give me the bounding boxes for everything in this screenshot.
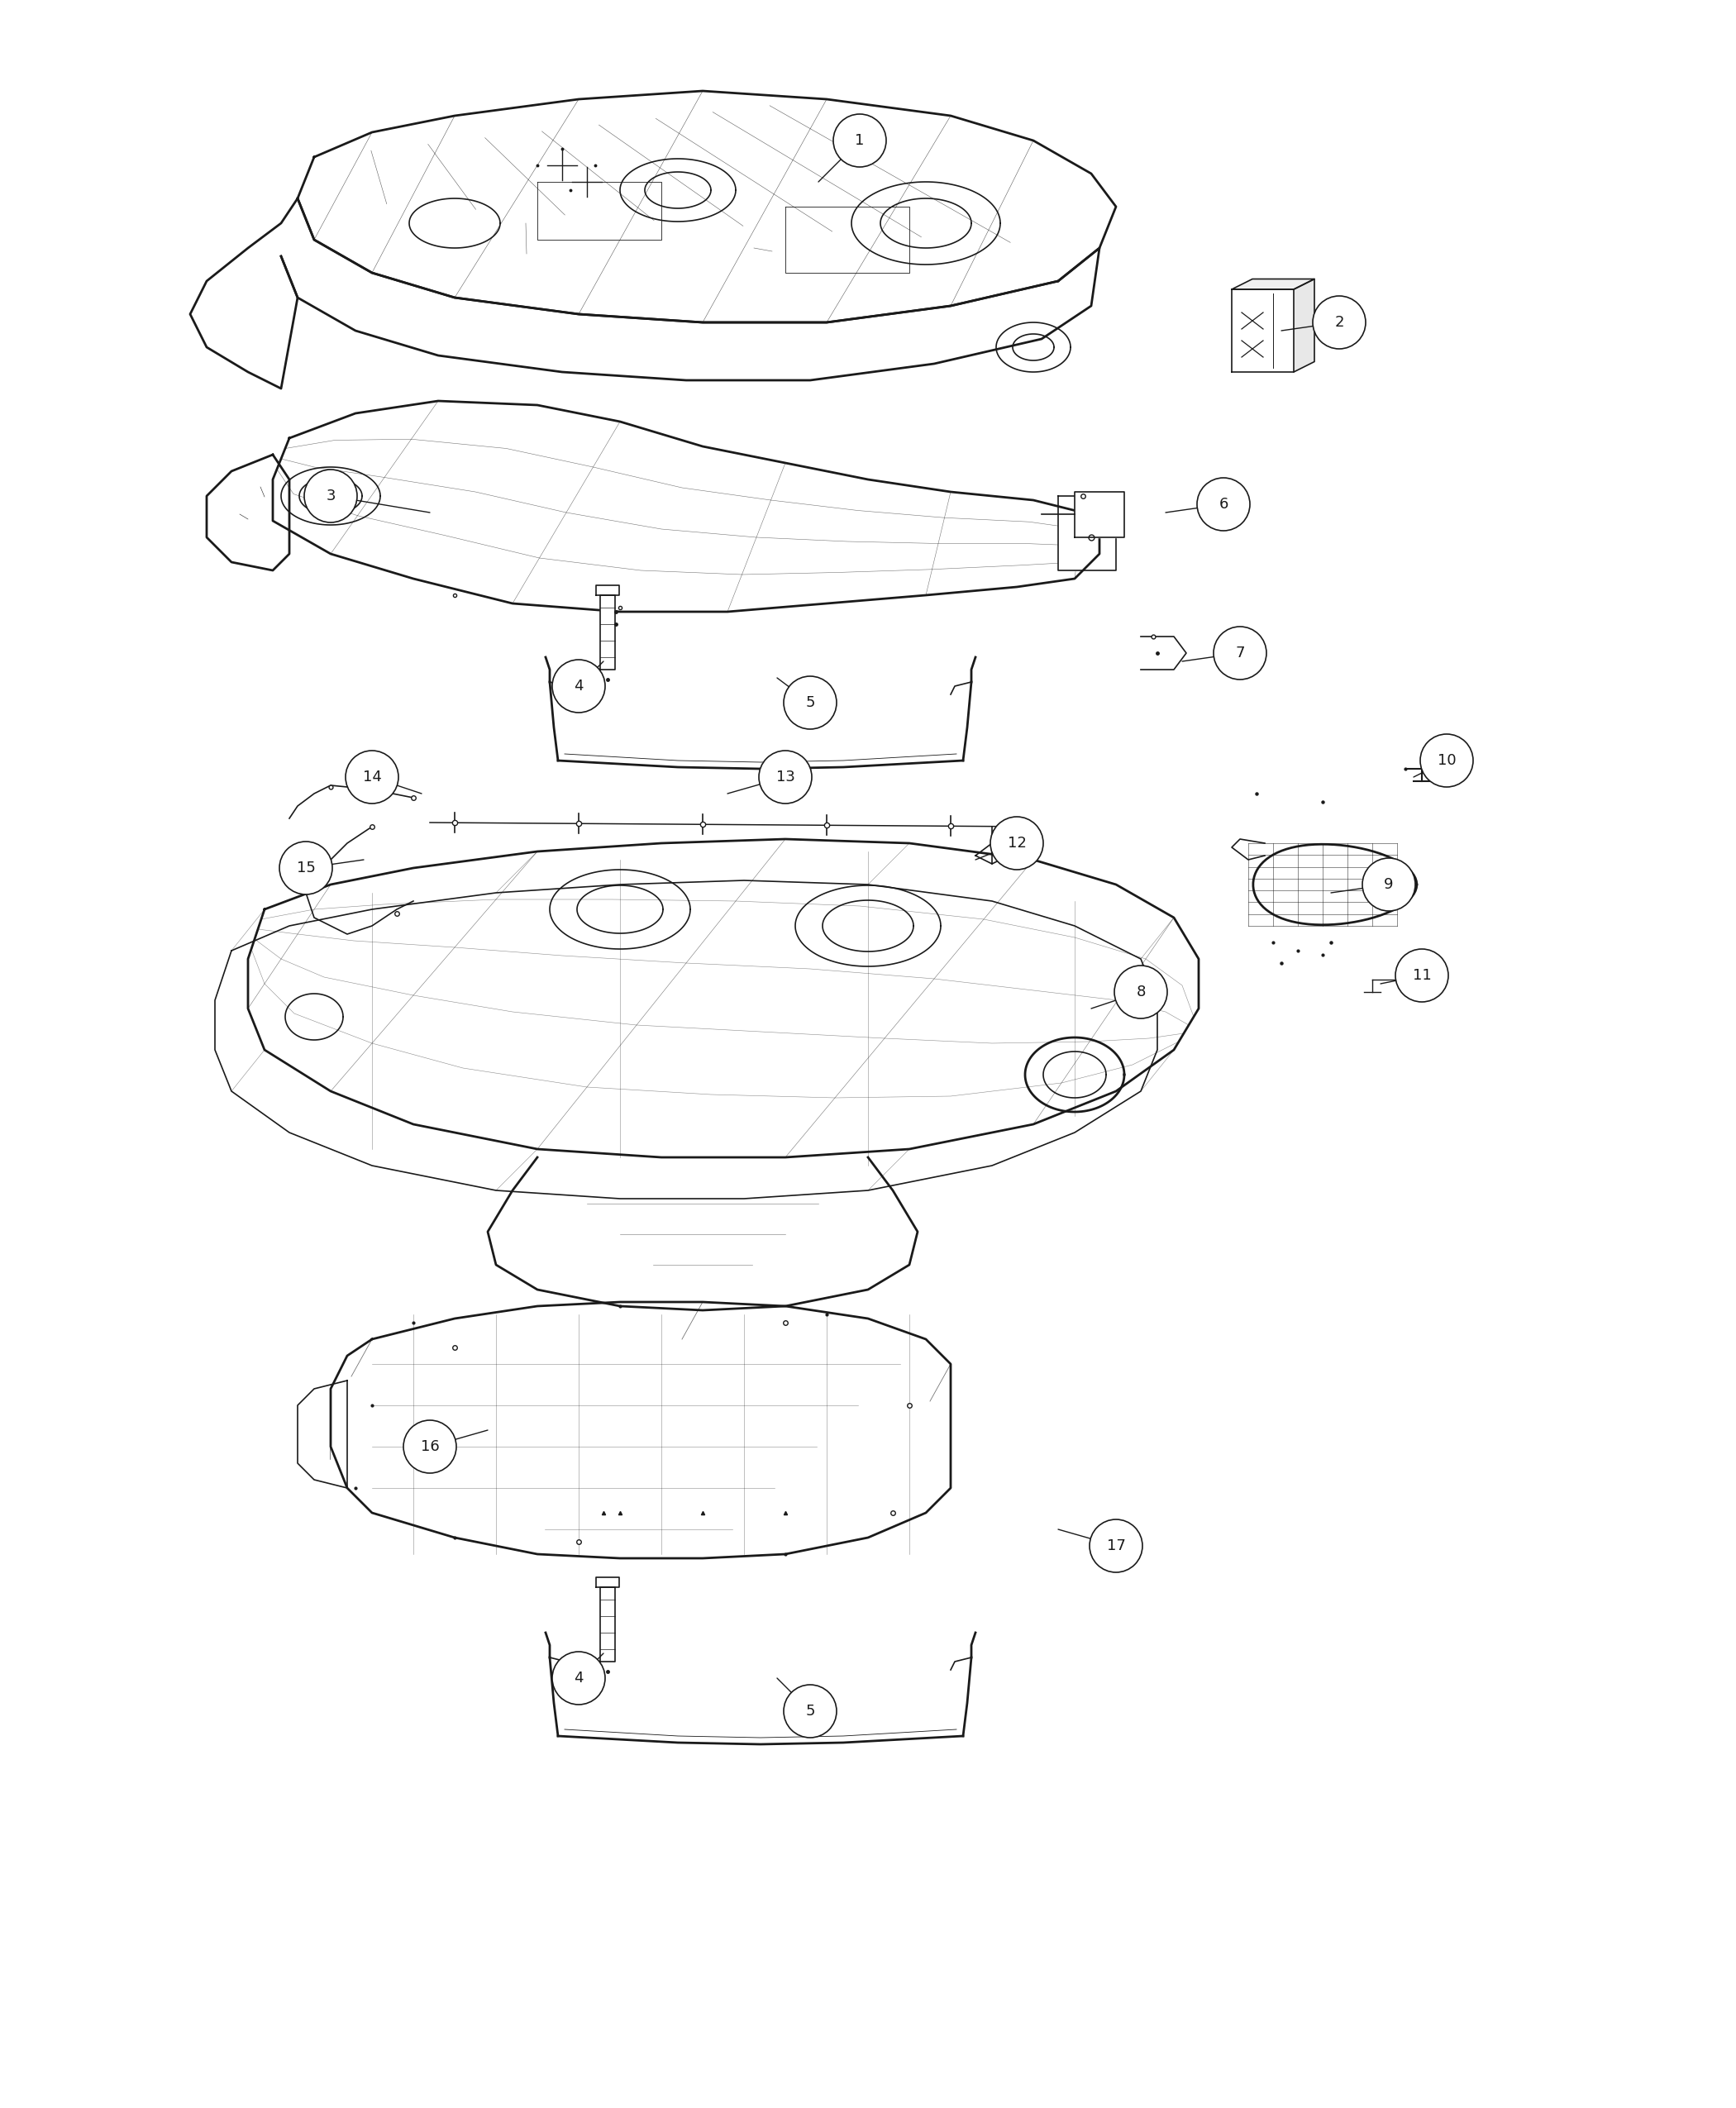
- Circle shape: [552, 660, 606, 713]
- Text: 6: 6: [1219, 497, 1227, 512]
- Text: 7: 7: [1236, 645, 1245, 660]
- Text: 10: 10: [1437, 753, 1457, 767]
- Text: 5: 5: [806, 696, 814, 710]
- Circle shape: [552, 1653, 606, 1705]
- Circle shape: [279, 841, 332, 894]
- Polygon shape: [191, 198, 297, 388]
- Circle shape: [304, 470, 358, 523]
- Text: 4: 4: [575, 1672, 583, 1686]
- Polygon shape: [1293, 278, 1314, 371]
- Polygon shape: [215, 881, 1158, 1199]
- Text: 17: 17: [1106, 1539, 1125, 1554]
- Polygon shape: [1233, 289, 1293, 371]
- Text: 3: 3: [326, 489, 335, 504]
- Circle shape: [1420, 734, 1474, 786]
- Text: 2: 2: [1335, 314, 1344, 329]
- Polygon shape: [297, 91, 1116, 323]
- Polygon shape: [207, 455, 290, 571]
- Text: 16: 16: [420, 1440, 439, 1455]
- Text: 14: 14: [363, 769, 382, 784]
- Circle shape: [783, 677, 837, 729]
- Text: 9: 9: [1384, 877, 1394, 892]
- Text: 15: 15: [297, 860, 316, 875]
- Circle shape: [759, 750, 812, 803]
- Circle shape: [1312, 295, 1366, 348]
- Polygon shape: [281, 198, 1099, 379]
- Polygon shape: [330, 1303, 951, 1558]
- Circle shape: [1115, 965, 1167, 1018]
- Polygon shape: [1059, 495, 1116, 571]
- Polygon shape: [273, 401, 1099, 611]
- Text: 4: 4: [575, 679, 583, 694]
- Text: 8: 8: [1135, 984, 1146, 999]
- Circle shape: [403, 1421, 457, 1473]
- Polygon shape: [601, 1587, 615, 1661]
- Text: 13: 13: [776, 769, 795, 784]
- Circle shape: [990, 816, 1043, 871]
- Polygon shape: [595, 1577, 620, 1587]
- Text: 12: 12: [1007, 835, 1026, 852]
- Circle shape: [345, 750, 399, 803]
- Polygon shape: [601, 594, 615, 670]
- Polygon shape: [488, 1157, 918, 1311]
- Circle shape: [1198, 479, 1250, 531]
- Circle shape: [1396, 949, 1448, 1001]
- Polygon shape: [1233, 278, 1314, 289]
- Polygon shape: [595, 586, 620, 594]
- Circle shape: [1090, 1520, 1142, 1573]
- Text: 5: 5: [806, 1703, 814, 1718]
- Text: 11: 11: [1413, 968, 1430, 982]
- Polygon shape: [248, 839, 1198, 1157]
- Circle shape: [1213, 626, 1267, 679]
- Circle shape: [1363, 858, 1415, 911]
- Polygon shape: [1253, 843, 1417, 925]
- Polygon shape: [297, 1381, 347, 1488]
- Polygon shape: [1075, 491, 1125, 538]
- Circle shape: [833, 114, 885, 167]
- Text: 1: 1: [856, 133, 865, 148]
- Circle shape: [783, 1684, 837, 1737]
